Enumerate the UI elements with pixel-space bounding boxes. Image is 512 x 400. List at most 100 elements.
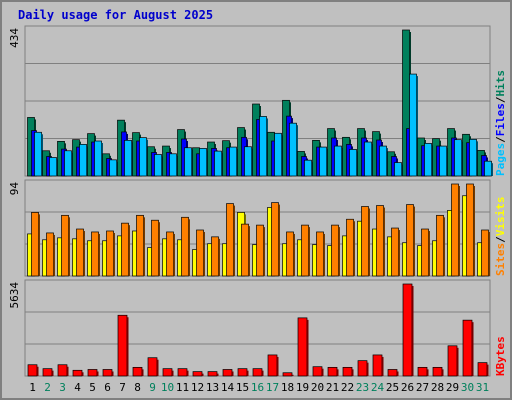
panel-visits-sites: 94 Sites/Visits [8,179,507,277]
bar-kbytes-shade [397,371,399,376]
bar-pages-shade [416,76,418,176]
bar-pages [289,122,297,177]
bar-sites-shade [38,214,40,276]
bar-kbytes [282,372,293,377]
bar-kbytes-shade [247,370,249,376]
bar-sites-shade [353,221,355,276]
bar-kbytes-shade [427,369,429,376]
bar-kbytes [417,366,428,377]
bar-sites-shade [398,230,400,276]
bar-pages [79,144,87,177]
bar-kbytes [117,314,128,377]
legend-sites: Sites [494,243,507,276]
x-tick-label: 1 [29,381,36,394]
x-tick-label: 9 [149,381,156,394]
x-tick-label: 26 [401,381,414,394]
bar-pages [184,147,192,177]
bar-kbytes [162,368,173,377]
bar-kbytes [342,366,353,377]
bar-kbytes-shade [187,370,189,376]
legend-visits-sites: Sites/Visits [494,197,507,277]
bar-sites-shade [218,238,220,276]
bar-sites [76,228,84,277]
x-tick-label: 31 [476,381,489,394]
bar-pages [304,159,312,177]
x-tick-label: 3 [59,381,66,394]
bar-sites-shade [308,227,310,276]
bar-kbytes-shade [67,366,69,376]
bar-kbytes-shade [232,371,234,376]
x-tick-label: 20 [311,381,324,394]
x-tick-label: 24 [371,381,385,394]
bar-kbytes [102,369,113,377]
bar-kbytes-shade [382,356,384,376]
y-max-label: 5634 [8,282,21,309]
bar-sites [181,216,189,277]
bar-kbytes [297,317,308,377]
bar-kbytes-shade [322,368,324,376]
bar-pages [349,149,357,177]
bar-pages-shade [296,125,298,176]
legend-hits-files-pages: Pages/Files/Hits [494,70,507,176]
x-tick-label: 16 [251,381,264,394]
bar-sites [406,204,414,277]
y-max-label: 94 [8,182,21,196]
bar-sites-shade [473,186,475,276]
bar-kbytes [27,364,38,377]
bar-kbytes [42,368,53,377]
chart-title: Daily usage for August 2025 [18,8,213,22]
bar-pages-shade [491,163,493,176]
bar-sites [91,231,99,277]
x-tick-label: 22 [341,381,354,394]
bar-pages [154,154,162,177]
bar-sites [391,227,399,277]
bar-sites [316,231,324,277]
bar-pages [379,145,387,177]
bar-kbytes [72,369,83,377]
legend-separator: / [494,236,507,243]
bar-kbytes-shade [157,359,159,376]
bar-pages [109,159,117,177]
bar-sites [121,222,129,277]
x-axis-labels: 1 2 3 4 5 6 7 8 9 10 11 12 13 14 15 16 17 18 19 20 21 22 23 24 2… [29,381,489,394]
bar-sites [61,214,69,277]
legend-files: Files [494,103,507,136]
bar-sites-shade [488,232,490,276]
bar-kbytes-shade [217,373,219,376]
bar-kbytes-shade [277,356,279,376]
bar-sites-shade [248,226,250,276]
bar-kbytes [372,354,383,377]
bar-sites-shade [293,233,295,276]
bar-pages [364,141,372,177]
bar-kbytes-shade [412,286,414,376]
legend-separator: / [494,136,507,143]
bar-kbytes [177,368,188,377]
bar-kbytes-shade [472,322,474,376]
bar-pages [169,153,177,177]
bar-pages [64,150,72,177]
bar-sites-shade [83,231,85,276]
bar-pages [34,131,42,177]
bar-kbytes-shade [292,374,294,376]
bar-sites [136,214,144,277]
bar-pages [49,157,57,177]
bar-kbytes [87,369,98,377]
x-tick-label: 28 [431,381,444,394]
x-tick-label: 15 [236,381,249,394]
panel-border [24,279,491,377]
bar-pages [124,139,132,177]
bar-kbytes-shade [142,369,144,376]
bar-kbytes [357,360,368,377]
bar-sites [301,224,309,277]
x-tick-label: 25 [386,381,399,394]
x-tick-label: 29 [446,381,459,394]
bar-pages [199,148,207,177]
bar-sites [346,218,354,277]
bar-kbytes-shade [172,370,174,376]
bar-kbytes-shade [112,371,114,376]
bar-kbytes [57,364,68,377]
panel-kbytes: 5634 KBytes [8,279,507,377]
bar-kbytes-shade [82,372,84,376]
x-tick-label: 8 [134,381,141,394]
